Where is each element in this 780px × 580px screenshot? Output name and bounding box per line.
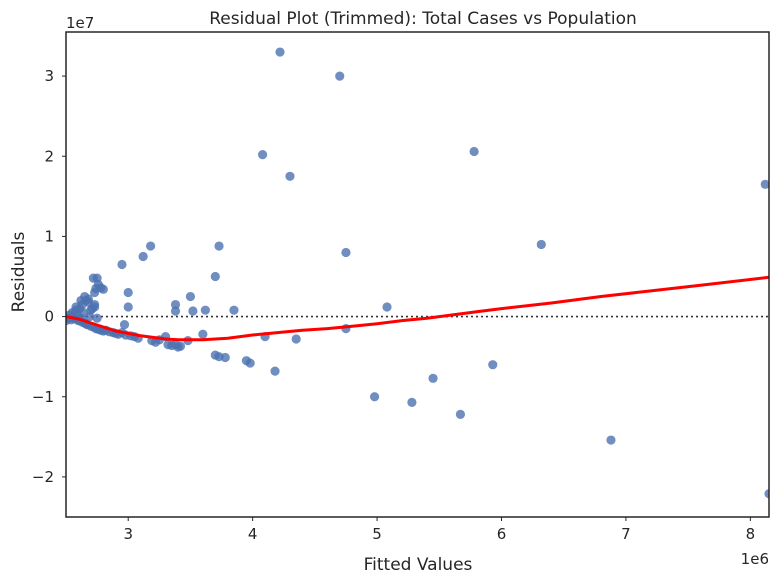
data-point-76 [210, 271, 220, 282]
data-point-94 [382, 302, 392, 312]
data-point-95 [407, 397, 417, 407]
data-point-93 [369, 392, 380, 402]
data-point-41 [83, 294, 93, 304]
x-tick-label-5: 5 [372, 525, 382, 543]
data-point-80 [220, 352, 230, 363]
x-tick-label-3: 3 [123, 525, 133, 543]
data-point-56 [123, 302, 133, 312]
chart-title: Residual Plot (Trimmed): Total Cases vs … [209, 9, 637, 29]
x-tick-label-8: 8 [746, 525, 756, 543]
axes-frame [65, 31, 770, 518]
data-point-103 [764, 489, 769, 499]
data-point-84 [257, 150, 268, 160]
data-point-102 [760, 179, 769, 189]
data-point-69 [170, 299, 181, 310]
data-point-81 [229, 305, 239, 315]
data-point-58 [138, 251, 148, 262]
y-tick-label-3: 3 [44, 67, 54, 85]
x-axis-label: Fitted Values [364, 555, 473, 575]
data-point-89 [291, 334, 301, 344]
y-tick-label--2: −2 [32, 468, 54, 486]
data-point-72 [188, 306, 198, 316]
data-point-101 [606, 435, 616, 445]
data-point-24 [92, 313, 102, 323]
data-point-71 [185, 291, 196, 302]
plot-area: 3 4 5 6 7 8 −2 −1 0 1 2 3 [32, 31, 770, 543]
data-point-91 [341, 247, 351, 258]
x-offset-label: 1e6 [741, 550, 769, 568]
data-point-75 [200, 305, 210, 315]
data-point-99 [488, 360, 498, 370]
x-tick-label-7: 7 [621, 525, 631, 543]
data-point-77 [214, 241, 224, 251]
y-tick-label-1: 1 [44, 227, 54, 245]
data-point-86 [270, 366, 280, 376]
data-point-70 [170, 306, 181, 316]
y-tick-label--1: −1 [32, 388, 54, 406]
data-point-53 [90, 299, 100, 310]
data-point-54 [117, 259, 127, 270]
data-point-87 [275, 47, 285, 57]
x-tick-label-4: 4 [248, 525, 258, 543]
data-point-55 [123, 287, 133, 298]
data-point-98 [469, 146, 479, 157]
data-point-74 [198, 329, 208, 339]
x-tick-label-6: 6 [497, 525, 507, 543]
y-offset-label: 1e7 [66, 14, 94, 32]
data-point-100 [536, 239, 546, 250]
data-point-88 [285, 171, 295, 181]
data-point-90 [335, 71, 345, 81]
data-point-83 [245, 358, 255, 368]
data-point-96 [428, 373, 438, 383]
y-tick-label-2: 2 [44, 147, 54, 165]
data-point-59 [146, 241, 156, 251]
lowess-line [66, 275, 769, 342]
data-point-57 [119, 320, 130, 330]
data-point-97 [455, 409, 466, 419]
data-point-68 [173, 342, 183, 352]
y-axis-label: Residuals [9, 232, 29, 313]
points-group [66, 47, 769, 499]
data-point-52 [98, 284, 108, 294]
y-tick-label-0: 0 [44, 308, 54, 326]
data-point-38 [71, 302, 81, 312]
